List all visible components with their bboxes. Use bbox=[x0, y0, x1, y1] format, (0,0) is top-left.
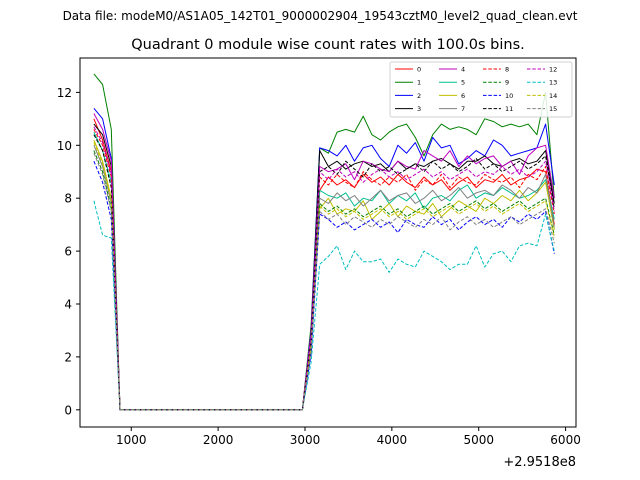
legend-label-9: 9 bbox=[505, 79, 509, 87]
plot-series-group bbox=[93, 73, 555, 411]
x-tick-label: 3000 bbox=[290, 433, 321, 447]
legend-label-2: 2 bbox=[417, 92, 421, 100]
y-tick-label: 8 bbox=[64, 192, 72, 206]
legend-label-12: 12 bbox=[549, 66, 557, 74]
x-tick-label: 4000 bbox=[377, 433, 408, 447]
legend-label-14: 14 bbox=[549, 92, 557, 100]
chart-title: Quadrant 0 module wise count rates with … bbox=[131, 37, 525, 53]
y-tick-label: 6 bbox=[64, 245, 72, 259]
series-line-15 bbox=[93, 153, 555, 411]
x-offset-label: +2.9518e8 bbox=[503, 455, 576, 470]
y-tick-label: 2 bbox=[64, 350, 72, 364]
y-tick-label: 0 bbox=[64, 403, 72, 417]
plot-frame bbox=[79, 57, 577, 428]
y-tick-label: 10 bbox=[57, 139, 72, 153]
legend-label-4: 4 bbox=[461, 66, 465, 74]
legend-label-1: 1 bbox=[417, 79, 421, 87]
legend-label-8: 8 bbox=[505, 66, 509, 74]
axis-ticks: 1000 2000 3000 4000 5000 6000 0 2 4 6 8 10 12 bbox=[57, 86, 581, 447]
figure-suptitle: Data file: modeM0/AS1A05_142T01_90000029… bbox=[63, 9, 578, 23]
legend-label-7: 7 bbox=[461, 105, 465, 113]
x-tick-label: 2000 bbox=[203, 433, 234, 447]
x-tick-label: 6000 bbox=[550, 433, 581, 447]
legend-label-15: 15 bbox=[549, 105, 557, 113]
legend-frame bbox=[389, 61, 573, 118]
y-tick-label: 4 bbox=[64, 298, 72, 312]
legend-label-6: 6 bbox=[461, 92, 465, 100]
legend-label-13: 13 bbox=[549, 79, 557, 87]
legend-label-0: 0 bbox=[417, 66, 421, 74]
legend-label-3: 3 bbox=[417, 105, 421, 113]
y-tick-label: 12 bbox=[57, 86, 72, 100]
legend-label-11: 11 bbox=[505, 105, 513, 113]
x-tick-label: 5000 bbox=[463, 433, 494, 447]
x-tick-label: 1000 bbox=[116, 433, 147, 447]
legend-label-10: 10 bbox=[505, 92, 513, 100]
legend-label-5: 5 bbox=[461, 79, 465, 87]
